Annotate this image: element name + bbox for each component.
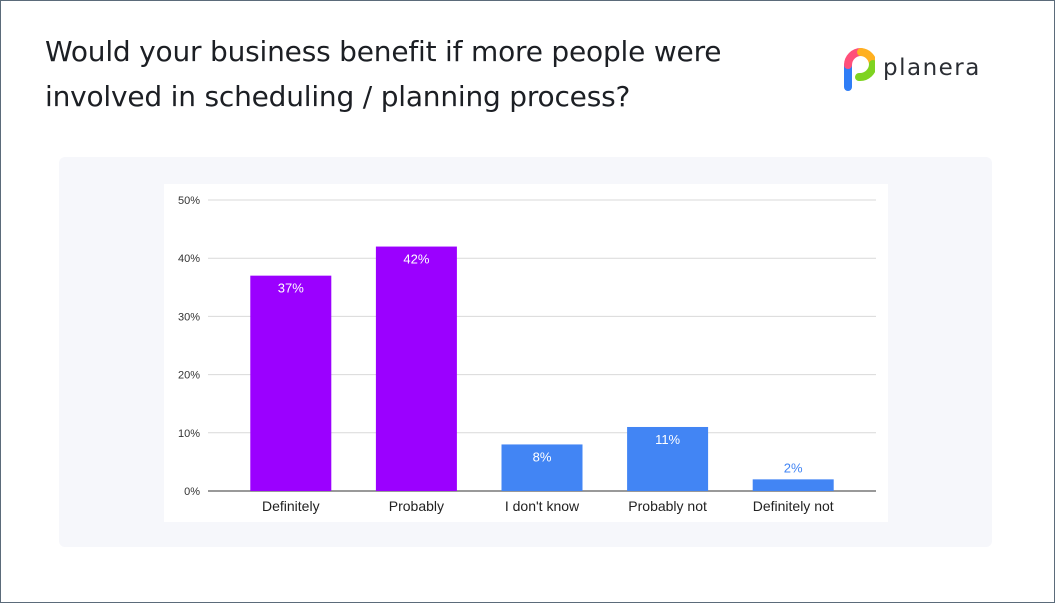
y-tick-label: 30% xyxy=(178,311,200,323)
x-tick-label: Probably not xyxy=(628,498,707,514)
planera-logo-icon xyxy=(844,48,875,91)
data-label: 42% xyxy=(403,252,429,267)
y-tick-label: 10% xyxy=(178,428,200,440)
data-label: 8% xyxy=(533,449,552,464)
page-title: Would your business benefit if more peop… xyxy=(45,35,722,113)
logo: planera xyxy=(841,43,981,93)
x-tick-label: Definitely xyxy=(262,498,320,514)
data-label: 2% xyxy=(784,460,803,475)
y-tick-label: 0% xyxy=(184,486,200,498)
bar xyxy=(752,479,834,491)
y-tick-label: 50% xyxy=(178,195,200,207)
x-tick-label: Definitely not xyxy=(753,498,834,514)
y-tick-label: 20% xyxy=(178,370,200,382)
x-tick-label: I don't know xyxy=(505,498,580,514)
bar xyxy=(627,426,709,491)
x-tick-label: Probably xyxy=(389,498,444,514)
bar-chart: 0% 10% 20% 30% 40% 50% 37% Definitely 42% Probabl… xyxy=(178,195,876,514)
logo-text: planera xyxy=(883,55,981,81)
data-label: 11% xyxy=(655,432,680,447)
bar xyxy=(250,275,332,491)
bar xyxy=(501,444,583,491)
bar xyxy=(375,246,457,491)
y-tick-label: 40% xyxy=(178,253,200,265)
data-label: 37% xyxy=(278,281,304,296)
chart-area: 0% 10% 20% 30% 40% 50% 37% Definitely 42% Probabl… xyxy=(164,184,888,522)
